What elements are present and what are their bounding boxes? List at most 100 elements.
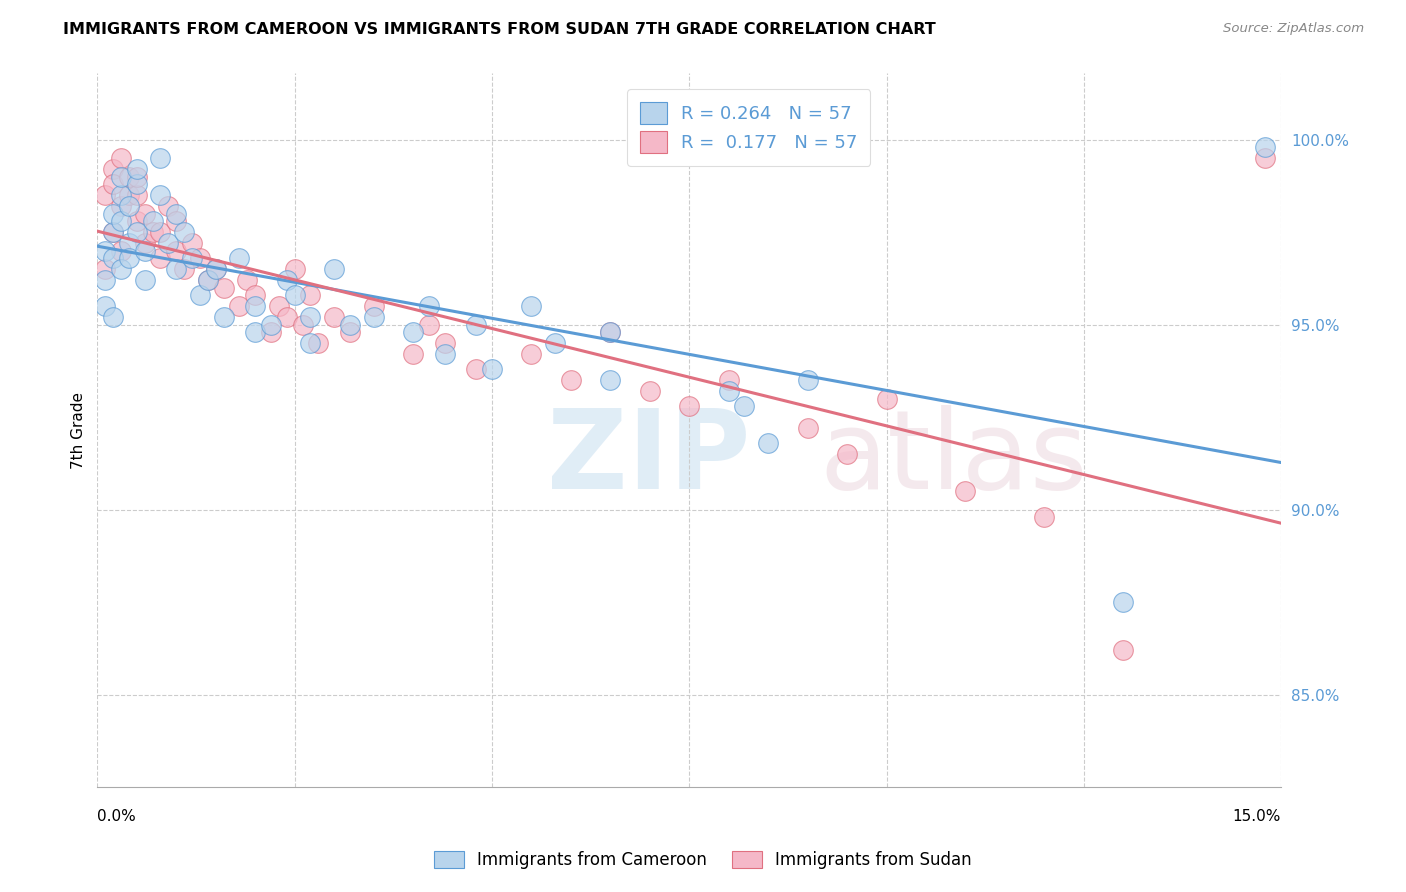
Point bbox=[481, 362, 503, 376]
Point bbox=[212, 280, 235, 294]
Point bbox=[402, 347, 425, 361]
Point bbox=[110, 151, 132, 165]
Point bbox=[118, 188, 141, 202]
Point bbox=[228, 299, 250, 313]
Point bbox=[1254, 140, 1277, 154]
Point bbox=[299, 336, 322, 351]
Text: Source: ZipAtlas.com: Source: ZipAtlas.com bbox=[1223, 22, 1364, 36]
Point bbox=[110, 214, 132, 228]
Point bbox=[125, 169, 148, 184]
Point bbox=[134, 273, 156, 287]
Point bbox=[165, 244, 187, 258]
Point bbox=[876, 392, 898, 406]
Text: 15.0%: 15.0% bbox=[1233, 809, 1281, 824]
Point bbox=[157, 199, 180, 213]
Point bbox=[101, 225, 124, 239]
Point bbox=[284, 262, 307, 277]
Text: ZIP: ZIP bbox=[547, 405, 751, 512]
Point bbox=[520, 299, 543, 313]
Point bbox=[94, 273, 117, 287]
Point bbox=[118, 169, 141, 184]
Point bbox=[733, 399, 755, 413]
Point bbox=[796, 421, 818, 435]
Point bbox=[267, 299, 290, 313]
Point bbox=[363, 299, 385, 313]
Point bbox=[118, 251, 141, 265]
Point bbox=[94, 299, 117, 313]
Point bbox=[188, 251, 211, 265]
Point bbox=[149, 251, 172, 265]
Point bbox=[323, 310, 346, 325]
Point bbox=[149, 188, 172, 202]
Point bbox=[204, 262, 226, 277]
Point bbox=[149, 151, 172, 165]
Point bbox=[1033, 510, 1056, 524]
Point bbox=[307, 336, 329, 351]
Point bbox=[433, 336, 456, 351]
Point bbox=[94, 262, 117, 277]
Point bbox=[323, 262, 346, 277]
Text: 0.0%: 0.0% bbox=[97, 809, 136, 824]
Point bbox=[173, 225, 195, 239]
Point bbox=[142, 214, 165, 228]
Point bbox=[955, 484, 977, 499]
Point bbox=[243, 299, 266, 313]
Text: atlas: atlas bbox=[820, 405, 1088, 512]
Point bbox=[110, 244, 132, 258]
Point bbox=[276, 310, 298, 325]
Point bbox=[243, 288, 266, 302]
Y-axis label: 7th Grade: 7th Grade bbox=[72, 392, 86, 468]
Point bbox=[181, 251, 204, 265]
Point bbox=[299, 288, 322, 302]
Point bbox=[1254, 151, 1277, 165]
Point bbox=[402, 325, 425, 339]
Point bbox=[544, 336, 567, 351]
Legend: Immigrants from Cameroon, Immigrants from Sudan: Immigrants from Cameroon, Immigrants fro… bbox=[425, 841, 981, 880]
Point bbox=[110, 188, 132, 202]
Point bbox=[678, 399, 700, 413]
Point bbox=[1112, 643, 1135, 657]
Point bbox=[125, 225, 148, 239]
Point bbox=[835, 447, 858, 461]
Point bbox=[560, 373, 582, 387]
Point bbox=[165, 206, 187, 220]
Point bbox=[134, 206, 156, 220]
Point bbox=[717, 384, 740, 399]
Point bbox=[212, 310, 235, 325]
Point bbox=[197, 273, 219, 287]
Point bbox=[796, 373, 818, 387]
Point bbox=[363, 310, 385, 325]
Point bbox=[157, 236, 180, 251]
Point bbox=[101, 177, 124, 191]
Point bbox=[118, 199, 141, 213]
Point bbox=[260, 318, 283, 332]
Point bbox=[418, 318, 440, 332]
Point bbox=[173, 262, 195, 277]
Point bbox=[165, 262, 187, 277]
Point bbox=[638, 384, 661, 399]
Point bbox=[142, 225, 165, 239]
Point bbox=[110, 262, 132, 277]
Point bbox=[276, 273, 298, 287]
Point bbox=[236, 273, 259, 287]
Point bbox=[339, 325, 361, 339]
Point bbox=[1112, 595, 1135, 609]
Legend: R = 0.264   N = 57, R =  0.177   N = 57: R = 0.264 N = 57, R = 0.177 N = 57 bbox=[627, 89, 870, 166]
Point bbox=[284, 288, 307, 302]
Point bbox=[243, 325, 266, 339]
Point bbox=[101, 251, 124, 265]
Point bbox=[125, 177, 148, 191]
Point bbox=[599, 325, 621, 339]
Point bbox=[599, 373, 621, 387]
Point bbox=[339, 318, 361, 332]
Point bbox=[465, 362, 488, 376]
Point bbox=[101, 206, 124, 220]
Point bbox=[110, 169, 132, 184]
Point bbox=[756, 436, 779, 450]
Point bbox=[125, 162, 148, 177]
Point bbox=[94, 244, 117, 258]
Point bbox=[149, 225, 172, 239]
Point bbox=[291, 318, 314, 332]
Point bbox=[260, 325, 283, 339]
Point bbox=[118, 236, 141, 251]
